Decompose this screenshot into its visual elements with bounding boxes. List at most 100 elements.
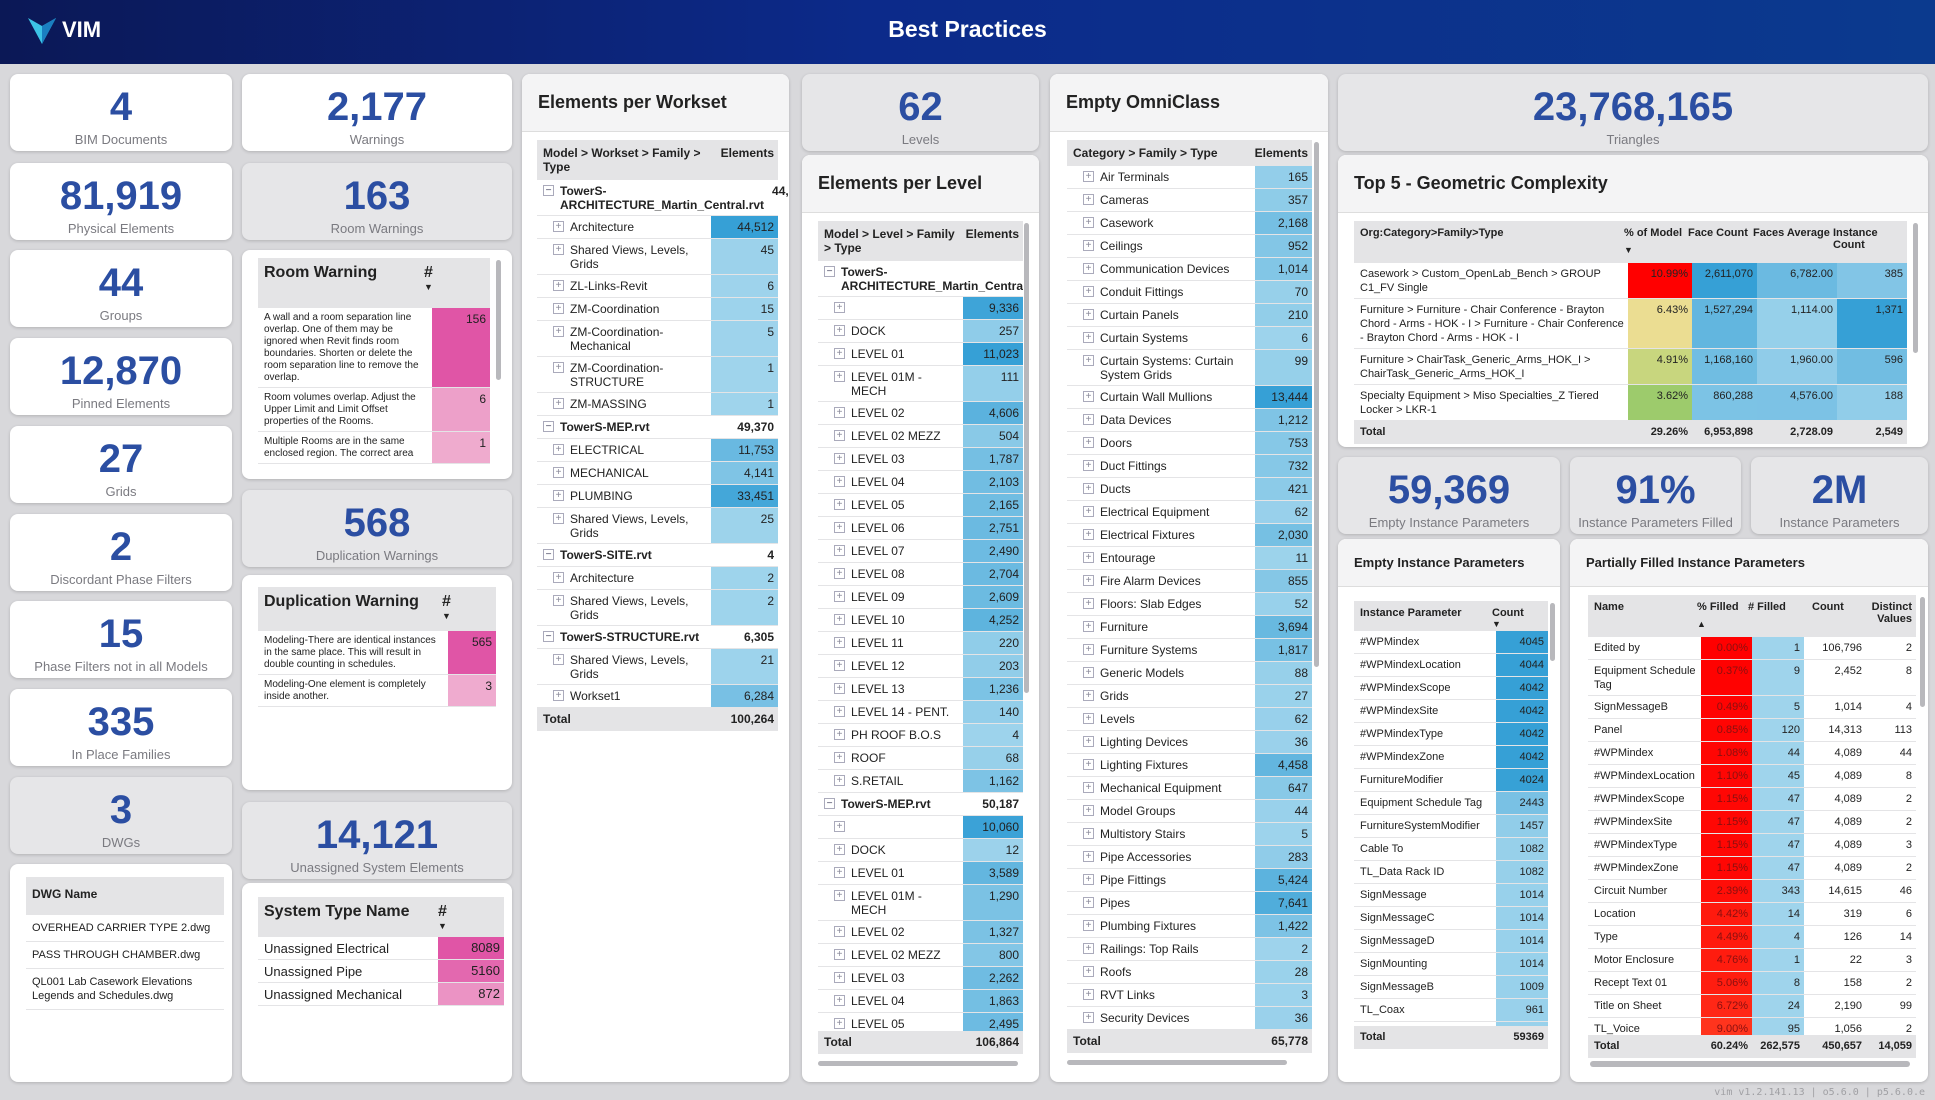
expand-icon[interactable]: + xyxy=(1083,171,1094,182)
kpi-discordant-phase-filters[interactable]: 2 Discordant Phase Filters xyxy=(10,514,232,591)
table-row[interactable]: + LEVEL 03 2,262 xyxy=(818,967,1023,990)
group-row[interactable]: − TowerS-MEP.rvt 49,370 xyxy=(537,416,778,439)
table-row[interactable]: + RVT Links 3 xyxy=(1067,984,1312,1007)
col-count[interactable]: Count xyxy=(1812,601,1844,613)
expand-icon[interactable]: + xyxy=(1083,575,1094,586)
table-row[interactable]: + LEVEL 04 2,103 xyxy=(818,471,1023,494)
expand-icon[interactable]: + xyxy=(1083,943,1094,954)
table-row[interactable]: A wall and a room separation line overla… xyxy=(258,308,490,388)
expand-icon[interactable]: + xyxy=(553,690,564,701)
table-row[interactable]: + ZM-MASSING 1 xyxy=(537,393,778,416)
table-row[interactable]: + Communication Devices 1,014 xyxy=(1067,258,1312,281)
table-row[interactable]: + LEVEL 14 - PENT. 140 xyxy=(818,701,1023,724)
table-row[interactable]: Equipment Schedule Tag 2443 xyxy=(1354,792,1548,815)
col-model-level[interactable]: Model > Level > Family > Type xyxy=(824,227,955,255)
scrollbar[interactable] xyxy=(1024,223,1029,693)
table-row[interactable]: + PH ROOF B.O.S 4 xyxy=(818,724,1023,747)
collapse-icon[interactable]: − xyxy=(824,798,835,809)
table-row[interactable]: Cable To 1082 xyxy=(1354,838,1548,861)
collapse-icon[interactable]: − xyxy=(824,266,835,277)
expand-icon[interactable]: + xyxy=(834,407,845,418)
table-row[interactable]: + LEVEL 07 2,490 xyxy=(818,540,1023,563)
expand-icon[interactable]: + xyxy=(1083,966,1094,977)
expand-icon[interactable]: + xyxy=(1083,332,1094,343)
expand-icon[interactable]: + xyxy=(553,221,564,232)
expand-icon[interactable]: + xyxy=(553,244,564,255)
expand-icon[interactable]: + xyxy=(1083,309,1094,320)
table-row[interactable]: + LEVEL 05 2,495 xyxy=(818,1013,1023,1031)
kpi-instance-params-filled[interactable]: 91% Instance Parameters Filled xyxy=(1570,457,1741,534)
expand-icon[interactable]: + xyxy=(553,513,564,524)
table-row[interactable]: + LEVEL 01M - MECH 111 xyxy=(818,366,1023,402)
col-count[interactable]: # ▼ xyxy=(438,903,498,931)
table-row[interactable]: + PLUMBING 33,451 xyxy=(537,485,778,508)
table-row[interactable]: + Architecture 2 xyxy=(537,567,778,590)
table-row[interactable]: Recept Text 01 5.06% 8 158 2 xyxy=(1588,972,1916,995)
expand-icon[interactable]: + xyxy=(834,325,845,336)
expand-icon[interactable]: + xyxy=(553,654,564,665)
col-count[interactable]: Count ▼ xyxy=(1492,607,1544,629)
table-row[interactable]: TL_Voice 9.00% 95 1,056 2 xyxy=(1588,1018,1916,1035)
table-row[interactable]: SignMounting 1014 xyxy=(1354,953,1548,976)
table-row[interactable]: + LEVEL 11 220 xyxy=(818,632,1023,655)
col-elements[interactable]: Elements xyxy=(720,146,774,160)
scrollbar[interactable] xyxy=(1550,603,1555,661)
expand-icon[interactable]: + xyxy=(1083,552,1094,563)
table-row[interactable]: + LEVEL 05 2,165 xyxy=(818,494,1023,517)
col-num-filled[interactable]: # Filled xyxy=(1748,601,1786,613)
table-row[interactable]: + Pipe Fittings 5,424 xyxy=(1067,869,1312,892)
table-row[interactable]: #WPMindexScope 1.15% 47 4,089 2 xyxy=(1588,788,1916,811)
col-instance-parameter[interactable]: Instance Parameter xyxy=(1360,607,1462,619)
expand-icon[interactable]: + xyxy=(1083,736,1094,747)
expand-icon[interactable]: + xyxy=(1083,644,1094,655)
kpi-warnings[interactable]: 2,177 Warnings xyxy=(242,74,512,151)
expand-icon[interactable]: + xyxy=(834,995,845,1006)
expand-icon[interactable]: + xyxy=(1083,506,1094,517)
col-duplication-warning[interactable]: Duplication Warning xyxy=(264,593,419,610)
table-row[interactable]: + Entourage 11 xyxy=(1067,547,1312,570)
table-row[interactable]: + LEVEL 02 4,606 xyxy=(818,402,1023,425)
table-row[interactable]: Multiple Rooms are in the same enclosed … xyxy=(258,432,490,464)
col-system-type[interactable]: System Type Name xyxy=(264,903,410,920)
table-row[interactable]: + DOCK 257 xyxy=(818,320,1023,343)
table-row[interactable]: + LEVEL 06 2,751 xyxy=(818,517,1023,540)
table-row[interactable]: + DOCK 12 xyxy=(818,839,1023,862)
expand-icon[interactable]: + xyxy=(834,591,845,602)
expand-icon[interactable]: + xyxy=(1083,414,1094,425)
col-pct-filled[interactable]: % Filled ▲ xyxy=(1697,601,1748,631)
table-row[interactable]: +9,336 xyxy=(818,297,1023,320)
table-row[interactable]: + Generic Models 88 xyxy=(1067,662,1312,685)
table-row[interactable]: #WPMindexType 1.15% 47 4,089 3 xyxy=(1588,834,1916,857)
col-elements[interactable]: Elements xyxy=(965,227,1019,241)
expand-icon[interactable]: + xyxy=(834,545,845,556)
expand-icon[interactable]: + xyxy=(553,303,564,314)
scrollbar[interactable] xyxy=(1913,223,1918,353)
table-row[interactable]: Furniture > Furniture - Chair Conference… xyxy=(1354,299,1907,349)
table-row[interactable]: Edited by 0.00% 1 106,796 2 xyxy=(1588,637,1916,660)
expand-icon[interactable]: + xyxy=(1083,598,1094,609)
table-row[interactable]: TL_Data Rack ID 1082 xyxy=(1354,861,1548,884)
col-category[interactable]: Category > Family > Type xyxy=(1073,146,1218,160)
table-row[interactable]: + Workset1 6,284 xyxy=(537,685,778,708)
table-row[interactable]: Equipment Schedule Tag 0.37% 9 2,452 8 xyxy=(1588,660,1916,696)
table-row[interactable]: + Architecture 44,512 xyxy=(537,216,778,239)
expand-icon[interactable]: + xyxy=(553,280,564,291)
kpi-physical-elements[interactable]: 81,919 Physical Elements xyxy=(10,163,232,240)
table-row[interactable]: + Lighting Fixtures 4,458 xyxy=(1067,754,1312,777)
table-row[interactable]: #WPMindexLocation 1.10% 45 4,089 8 xyxy=(1588,765,1916,788)
col-face-count[interactable]: Face Count xyxy=(1688,227,1748,239)
expand-icon[interactable]: + xyxy=(1083,621,1094,632)
table-row[interactable]: #WPMindex 4045 xyxy=(1354,631,1548,654)
expand-icon[interactable]: + xyxy=(834,614,845,625)
table-row[interactable]: #WPMindexSite 4042 xyxy=(1354,700,1548,723)
expand-icon[interactable]: + xyxy=(553,398,564,409)
expand-icon[interactable]: + xyxy=(1083,460,1094,471)
table-row[interactable]: #WPMindexZone 1.15% 47 4,089 2 xyxy=(1588,857,1916,880)
group-row[interactable]: −TowerS-ARCHITECTURE_Martin_Central.rvt 4… xyxy=(537,180,789,216)
table-row[interactable]: + Model Groups 44 xyxy=(1067,800,1312,823)
table-row[interactable]: + LEVEL 04 1,863 xyxy=(818,990,1023,1013)
collapse-icon[interactable]: − xyxy=(543,421,554,432)
expand-icon[interactable]: + xyxy=(1083,874,1094,885)
expand-icon[interactable]: + xyxy=(834,637,845,648)
table-row[interactable]: Motor Enclosure 4.76% 1 22 3 xyxy=(1588,949,1916,972)
